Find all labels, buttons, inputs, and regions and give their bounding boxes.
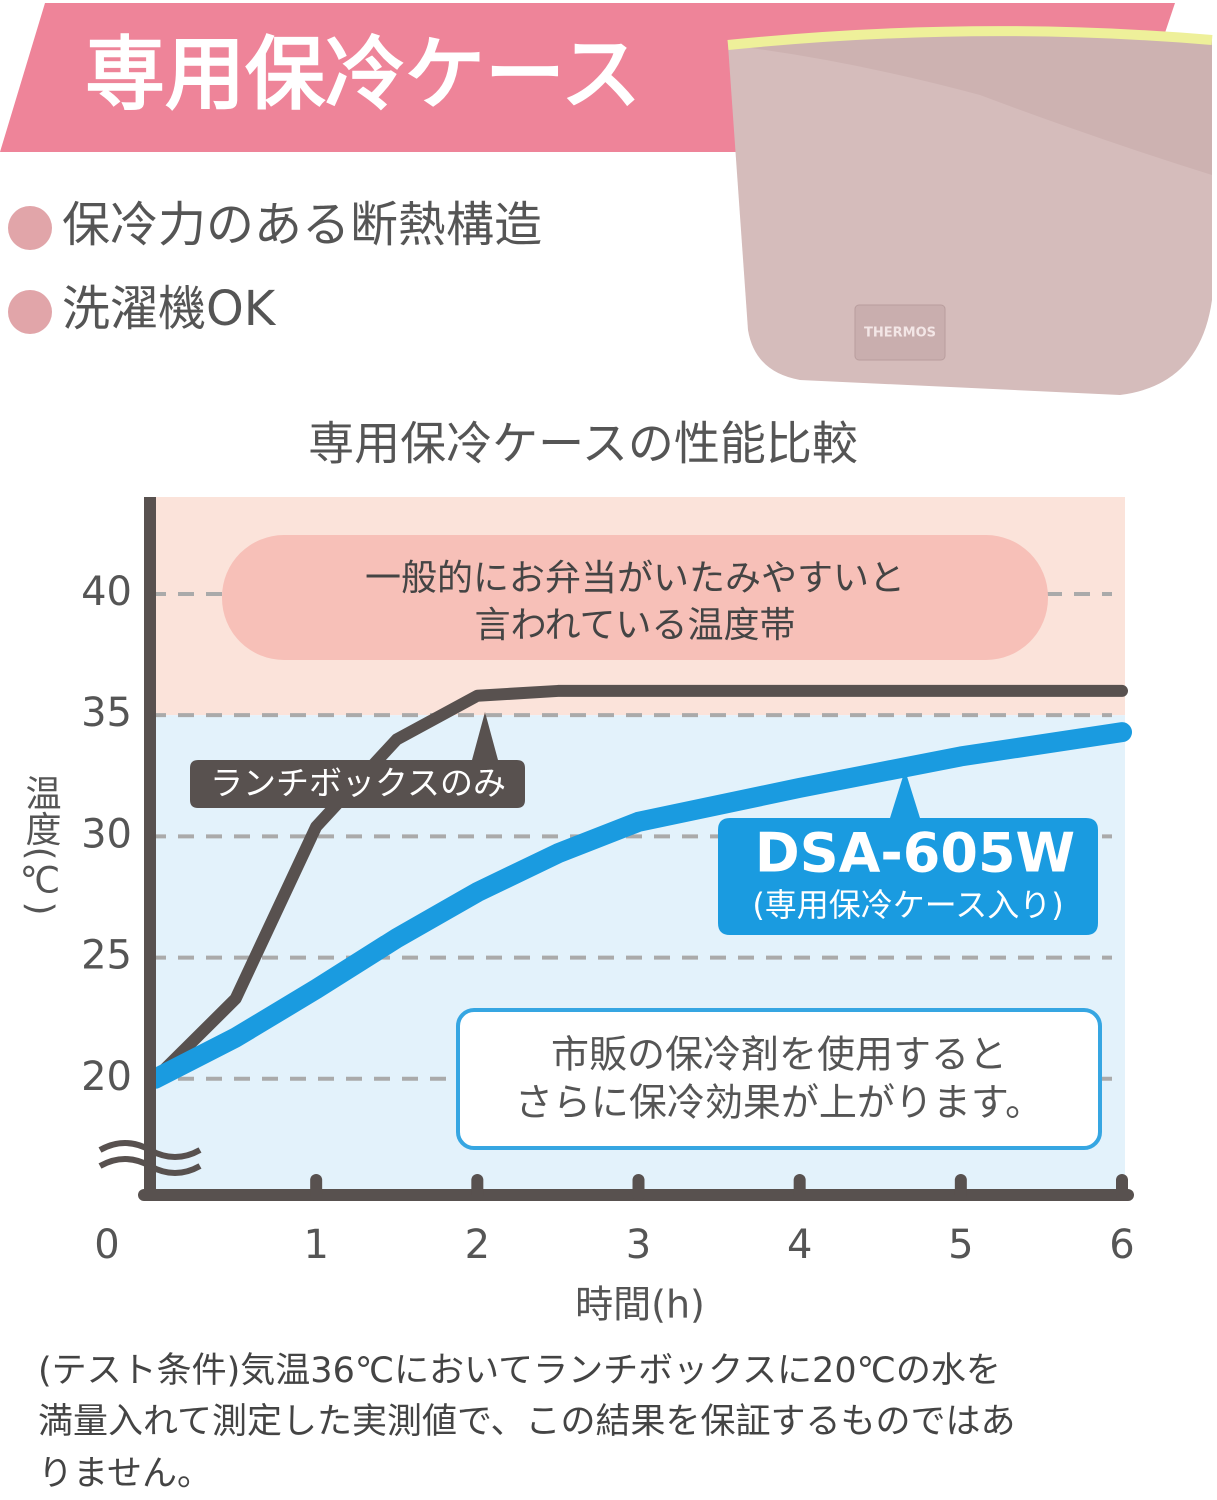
series-line: [149, 684, 1128, 1085]
bullet-dot: [8, 290, 52, 334]
y-tick-label: 40: [81, 569, 132, 615]
note: さらに保冷効果が上がります。: [515, 1081, 1043, 1125]
x-axis-label: 時間(h): [575, 1283, 705, 1327]
x-tick-label: 1: [303, 1222, 328, 1268]
callout-label: ランチボックスのみ: [210, 764, 506, 803]
bullet: 洗濯機OK: [62, 281, 277, 337]
band-label: 一般的にお弁当がいたみやすいと: [365, 558, 905, 599]
y-tick-label: 35: [81, 690, 132, 736]
band-label-box: [222, 535, 1048, 660]
y-tick-label: 25: [81, 933, 132, 979]
callout: [718, 770, 1098, 935]
x-tick-label: 3: [626, 1222, 651, 1268]
x-tick-label: 2: [465, 1222, 490, 1268]
footnote: 満量入れて測定した実測値で、この結果を保証するものではあ: [38, 1402, 1016, 1442]
callout: [190, 712, 525, 808]
y-axis-label: 温度(℃): [20, 774, 61, 915]
callout-sublabel: (専用保冷ケース入り): [752, 886, 1063, 924]
footnote: りません。: [38, 1454, 212, 1494]
band-label: 言われている温度帯: [474, 605, 795, 646]
x-tick-label: 6: [1109, 1222, 1134, 1268]
series-line: [145, 722, 1132, 1089]
header-title: 専用保冷ケース: [85, 28, 641, 121]
product-tag: THERMOS: [864, 326, 936, 341]
y-tick-label: 20: [81, 1054, 132, 1100]
y-tick-label: 30: [81, 811, 132, 857]
callout-label: DSA-605W: [755, 822, 1075, 885]
bullet: 保冷力のある断熱構造: [62, 197, 542, 253]
x-tick-label: 5: [948, 1222, 973, 1268]
footnote: (テスト条件)気温36℃においてランチボックスに20℃の水を: [38, 1351, 1001, 1391]
product-image: THERMOS: [727, 26, 1213, 395]
x-tick-label: 4: [787, 1222, 812, 1268]
x-tick-label: 0: [94, 1222, 119, 1268]
axis-break: [98, 1140, 202, 1176]
note-box: [456, 1008, 1102, 1150]
chart-title: 専用保冷ケースの性能比較: [308, 417, 858, 471]
note: 市販の保冷剤を使用すると: [551, 1033, 1007, 1077]
bullet-dot: [8, 206, 52, 250]
